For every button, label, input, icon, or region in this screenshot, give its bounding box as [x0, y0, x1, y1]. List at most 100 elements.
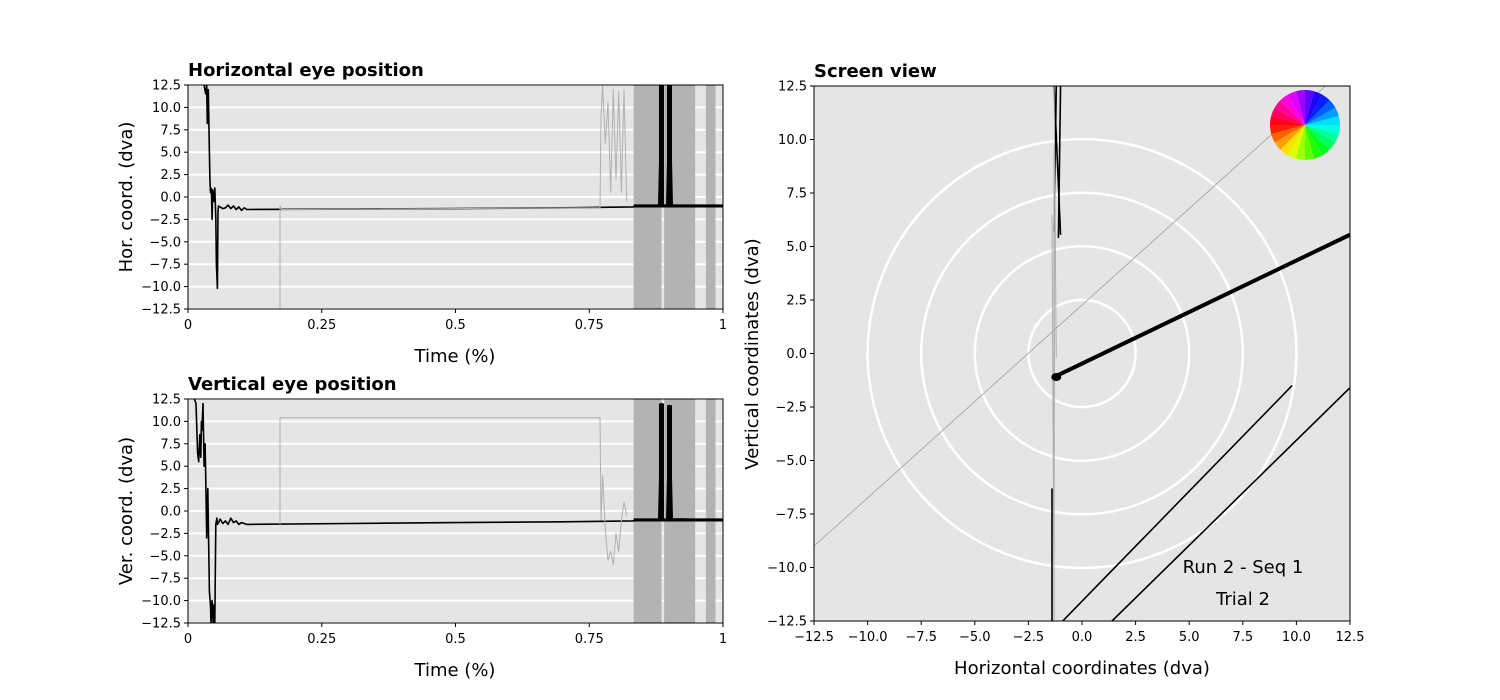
horizontal-ytick-label: 12.5 — [152, 79, 181, 94]
horizontal-shaded-interval — [633, 85, 662, 309]
screen-xtick-label: −5.0 — [959, 630, 991, 645]
vertical-ytick-label: 12.5 — [152, 393, 181, 408]
vertical-shaded-interval — [633, 399, 662, 623]
screen-gaze-trace — [1057, 86, 1062, 238]
horizontal-eye-position-chart: Horizontal eye position Time (%) Hor. co… — [116, 60, 727, 367]
screen-plot-background — [814, 86, 1350, 621]
screen-chart-ylabel: Vertical coordinates (dva) — [742, 238, 763, 469]
horizontal-shaded-interval — [705, 85, 716, 309]
screen-ytick-label: 2.5 — [786, 294, 807, 309]
screen-xtick-label: 2.5 — [1125, 630, 1146, 645]
color-wheel-segment — [1269, 115, 1305, 125]
vertical-xtick-label: 0.5 — [445, 632, 466, 647]
color-wheel-segment — [1305, 125, 1336, 150]
screen-xtick-label: 12.5 — [1336, 630, 1365, 645]
color-wheel-segment — [1305, 91, 1323, 125]
horizontal-chart-ylabel: Hor. coord. (dva) — [116, 122, 137, 273]
color-wheel-segment — [1287, 125, 1305, 159]
screen-xtick-label: 7.5 — [1232, 630, 1253, 645]
vertical-ytick-label: 5.0 — [160, 460, 181, 475]
screen-xtick-label: −10.0 — [848, 630, 888, 645]
horizontal-ytick-label: 5.0 — [160, 146, 181, 161]
vertical-xtick-label: 1 — [719, 632, 727, 647]
color-wheel-segment — [1305, 125, 1323, 159]
color-wheel-segment — [1305, 125, 1340, 135]
horizontal-ytick-label: −10.0 — [141, 280, 181, 295]
color-wheel-segment — [1280, 125, 1305, 156]
screen-xtick-label: −2.5 — [1013, 630, 1045, 645]
color-wheel-segment — [1271, 125, 1305, 143]
screen-faint-trace — [814, 86, 1327, 547]
color-wheel-segment — [1274, 100, 1305, 125]
vertical-shaded-interval — [705, 399, 716, 623]
run-sequence-annotation: Run 2 - Seq 1 — [1183, 557, 1304, 578]
screen-ytick-label: −2.5 — [775, 401, 807, 416]
vertical-traces — [193, 399, 723, 623]
horizontal-ytick-label: 7.5 — [160, 123, 181, 138]
screen-xtick-label: 10.0 — [1282, 630, 1311, 645]
horizontal-xtick-label: 0.5 — [445, 318, 466, 333]
color-wheel-segment — [1295, 89, 1305, 125]
color-wheel-segment — [1305, 115, 1340, 125]
color-wheel-segment — [1305, 90, 1315, 125]
color-wheel-segment — [1269, 125, 1305, 135]
horizontal-ytick-label: −2.5 — [149, 213, 181, 228]
vertical-xtick-label: 0.25 — [307, 632, 336, 647]
screen-ytick-label: −7.5 — [775, 508, 807, 523]
horizontal-ytick-label: 2.5 — [160, 168, 181, 183]
screen-ytick-label: 5.0 — [786, 240, 807, 255]
vertical-ytick-label: 10.0 — [152, 415, 181, 430]
screen-gaze-trace — [1062, 385, 1293, 621]
screen-grid-circle — [919, 191, 1245, 516]
trial-annotation: Trial 2 — [1215, 589, 1270, 610]
color-wheel-segment — [1271, 107, 1305, 125]
horizontal-xtick-label: 1 — [719, 318, 727, 333]
vertical-ytick-label: 7.5 — [160, 437, 181, 452]
color-wheel-segment — [1280, 94, 1305, 125]
horizontal-faint-trace — [279, 85, 628, 309]
horizontal-chart-xlabel: Time (%) — [414, 346, 496, 367]
horizontal-ytick-label: −5.0 — [149, 235, 181, 250]
screen-ytick-label: 10.0 — [778, 133, 807, 148]
screen-xtick-label: −12.5 — [794, 630, 834, 645]
screen-ytick-label: 12.5 — [778, 80, 807, 95]
vertical-eye-position-chart: Vertical eye position Time (%) Ver. coor… — [116, 374, 727, 681]
horizontal-chart-title: Horizontal eye position — [188, 60, 424, 81]
screen-grid-circle — [866, 137, 1298, 570]
vertical-ytick-label: −2.5 — [149, 527, 181, 542]
screen-ytick-label: −10.0 — [767, 561, 807, 576]
horizontal-xtick-label: 0.75 — [575, 318, 604, 333]
color-wheel-segment — [1305, 125, 1315, 160]
screen-ytick-label: −12.5 — [767, 615, 807, 630]
vertical-ytick-label: −12.5 — [141, 617, 181, 632]
screen-chart-xlabel: Horizontal coordinates (dva) — [954, 658, 1210, 679]
screen-gaze-trace — [1111, 387, 1350, 621]
screen-plot-content — [814, 86, 1350, 621]
horizontal-ytick-label: 0.0 — [160, 191, 181, 206]
color-wheel-segment — [1274, 125, 1305, 150]
screen-xtick-label: 0.0 — [1072, 630, 1093, 645]
horizontal-ytick-label: 10.0 — [152, 101, 181, 116]
vertical-chart-ylabel: Ver. coord. (dva) — [116, 437, 137, 585]
vertical-ytick-label: 0.0 — [160, 505, 181, 520]
horizontal-traces — [203, 85, 723, 309]
horizontal-xtick-label: 0.25 — [307, 318, 336, 333]
screen-gaze-bundle — [1057, 232, 1350, 377]
vertical-faint-trace — [279, 417, 628, 566]
color-wheel-segment — [1295, 125, 1305, 161]
color-wheel-segment — [1305, 125, 1339, 143]
vertical-chart-xlabel: Time (%) — [414, 660, 496, 681]
screen-view-chart: Screen view Horizontal coordinates (dva)… — [742, 61, 1364, 679]
vertical-chart-title: Vertical eye position — [188, 374, 397, 395]
screen-chart-title: Screen view — [814, 61, 937, 82]
horizontal-ytick-label: −7.5 — [149, 258, 181, 273]
color-wheel-segment — [1305, 107, 1339, 125]
vertical-xtick-label: 0 — [184, 632, 192, 647]
screen-gaze-trace — [1053, 86, 1062, 235]
vertical-xtick-label: 0.75 — [575, 632, 604, 647]
screen-ytick-label: 0.0 — [786, 347, 807, 362]
color-wheel-segment — [1305, 94, 1330, 125]
screen-xtick-label: −7.5 — [905, 630, 937, 645]
vertical-ytick-label: −5.0 — [149, 549, 181, 564]
